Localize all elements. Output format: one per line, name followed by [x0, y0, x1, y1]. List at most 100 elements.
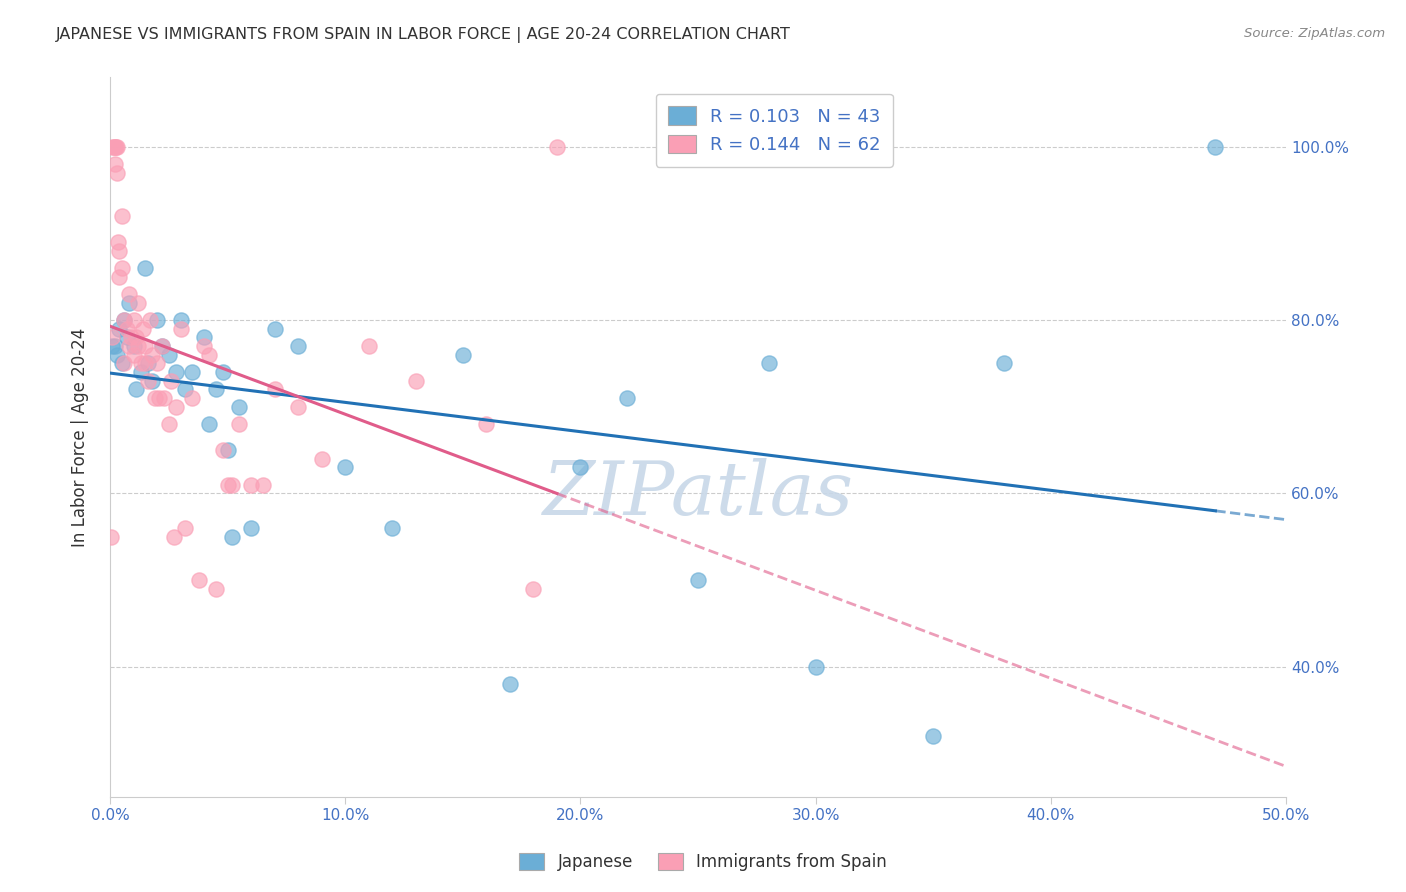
- Point: [499, 677, 522, 691]
- Point: [169, 322, 191, 336]
- Point: [263, 322, 285, 336]
- Point: [122, 348, 145, 362]
- Point: [240, 477, 263, 491]
- Point: [357, 339, 380, 353]
- Point: [193, 330, 215, 344]
- Point: [287, 400, 309, 414]
- Point: [311, 451, 333, 466]
- Point: [381, 521, 404, 535]
- Point: [129, 356, 152, 370]
- Point: [157, 348, 180, 362]
- Point: [153, 391, 176, 405]
- Text: JAPANESE VS IMMIGRANTS FROM SPAIN IN LABOR FORCE | AGE 20-24 CORRELATION CHART: JAPANESE VS IMMIGRANTS FROM SPAIN IN LAB…: [56, 27, 792, 43]
- Point: [104, 339, 127, 353]
- Point: [105, 348, 128, 362]
- Point: [616, 391, 638, 405]
- Point: [112, 356, 135, 370]
- Point: [217, 443, 239, 458]
- Point: [127, 295, 149, 310]
- Point: [150, 339, 173, 353]
- Point: [108, 322, 131, 336]
- Point: [1204, 140, 1226, 154]
- Point: [103, 140, 125, 154]
- Point: [115, 322, 138, 336]
- Legend: Japanese, Immigrants from Spain: Japanese, Immigrants from Spain: [510, 845, 896, 880]
- Point: [100, 530, 122, 544]
- Point: [120, 330, 142, 344]
- Point: [108, 244, 131, 258]
- Point: [107, 235, 129, 249]
- Point: [922, 729, 945, 743]
- Point: [146, 356, 169, 370]
- Point: [335, 460, 357, 475]
- Point: [111, 209, 134, 223]
- Point: [127, 339, 149, 353]
- Point: [118, 339, 141, 353]
- Point: [118, 287, 141, 301]
- Point: [181, 365, 204, 379]
- Point: [198, 348, 221, 362]
- Point: [111, 356, 134, 370]
- Point: [101, 140, 124, 154]
- Point: [174, 383, 197, 397]
- Point: [758, 356, 780, 370]
- Point: [122, 313, 145, 327]
- Point: [115, 330, 138, 344]
- Point: [111, 261, 134, 276]
- Point: [146, 313, 169, 327]
- Point: [188, 573, 211, 587]
- Point: [205, 582, 228, 596]
- Point: [174, 521, 197, 535]
- Point: [181, 391, 204, 405]
- Point: [193, 339, 215, 353]
- Point: [165, 400, 187, 414]
- Point: [205, 383, 228, 397]
- Point: [522, 582, 544, 596]
- Point: [686, 573, 709, 587]
- Point: [150, 339, 173, 353]
- Point: [212, 443, 235, 458]
- Point: [546, 140, 568, 154]
- Point: [160, 374, 183, 388]
- Point: [240, 521, 263, 535]
- Point: [104, 140, 127, 154]
- Point: [148, 391, 170, 405]
- Point: [569, 460, 592, 475]
- Point: [129, 365, 152, 379]
- Point: [125, 383, 148, 397]
- Point: [134, 356, 156, 370]
- Point: [105, 140, 128, 154]
- Point: [263, 383, 285, 397]
- Point: [136, 356, 159, 370]
- Point: [139, 313, 162, 327]
- Point: [169, 313, 191, 327]
- Point: [125, 330, 148, 344]
- Point: [287, 339, 309, 353]
- Point: [228, 417, 250, 431]
- Point: [122, 339, 145, 353]
- Point: [105, 166, 128, 180]
- Point: [143, 391, 166, 405]
- Point: [141, 348, 163, 362]
- Point: [221, 530, 243, 544]
- Point: [141, 374, 163, 388]
- Point: [198, 417, 221, 431]
- Point: [132, 322, 155, 336]
- Point: [101, 330, 124, 344]
- Point: [804, 659, 827, 673]
- Point: [212, 365, 235, 379]
- Point: [993, 356, 1015, 370]
- Point: [252, 477, 274, 491]
- Point: [228, 400, 250, 414]
- Point: [134, 339, 156, 353]
- Point: [157, 417, 180, 431]
- Point: [217, 477, 239, 491]
- Point: [451, 348, 474, 362]
- Point: [475, 417, 498, 431]
- Y-axis label: In Labor Force | Age 20-24: In Labor Force | Age 20-24: [72, 327, 89, 547]
- Point: [134, 261, 156, 276]
- Point: [108, 269, 131, 284]
- Point: [104, 140, 127, 154]
- Point: [136, 374, 159, 388]
- Point: [165, 365, 187, 379]
